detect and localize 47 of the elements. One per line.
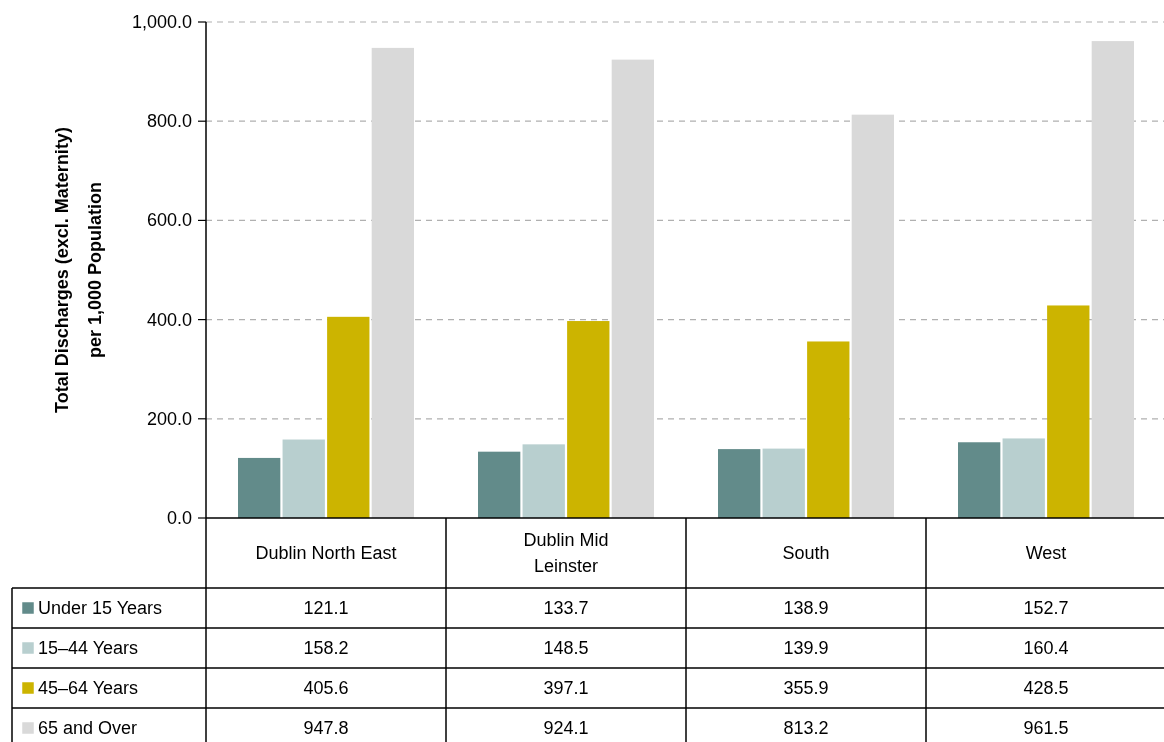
y-tick-label: 1,000.0: [131, 12, 192, 32]
legend-label: 15–44 Years: [38, 638, 139, 658]
data-label: 139.9: [783, 638, 829, 658]
bar: [282, 439, 325, 518]
data-label: 947.8: [303, 718, 349, 738]
x-tick-label: Dublin Mid Leinster: [523, 530, 609, 576]
y-axis-title: Total Discharges (excl. Maternity) per 1,000 Population: [52, 127, 105, 413]
data-label: 961.5: [1023, 718, 1069, 738]
bar: [1047, 305, 1090, 518]
data-label: 148.5: [543, 638, 589, 658]
data-label: 355.9: [783, 678, 829, 698]
data-label: 397.1: [543, 678, 589, 698]
data-label: 121.1: [303, 598, 349, 618]
x-tick-label: West: [1025, 543, 1067, 563]
bar: [478, 451, 521, 518]
x-tick-label: Dublin North East: [255, 543, 397, 563]
data-label: 133.7: [543, 598, 589, 618]
y-tick-label: 600.0: [146, 210, 192, 231]
data-label: 158.2: [303, 638, 349, 658]
bar: [762, 448, 805, 518]
data-label: 428.5: [1023, 678, 1069, 698]
data-label: 813.2: [783, 718, 829, 738]
data-label: 138.9: [783, 598, 829, 618]
y-tick-label: 0.0: [166, 508, 192, 528]
data-label: 924.1: [543, 718, 589, 738]
data-label: 152.7: [1023, 598, 1069, 618]
data-label: 160.4: [1023, 638, 1069, 658]
bar: [1002, 438, 1045, 518]
bar: [611, 59, 654, 518]
x-tick-label: South: [782, 543, 830, 563]
bar: [238, 457, 281, 518]
legend-label: Under 15 Years: [38, 598, 163, 618]
bar: [371, 47, 414, 518]
bar: [1091, 41, 1134, 518]
y-tick-label: 800.0: [146, 111, 192, 132]
bar: [718, 449, 761, 518]
bar: [327, 316, 370, 518]
y-tick-label: 400.0: [146, 309, 192, 330]
bar: [958, 442, 1001, 518]
bar: [567, 321, 610, 518]
y-tick-label: 200.0: [146, 408, 192, 429]
legend-label: 45–64 Years: [38, 678, 139, 698]
bar: [851, 114, 894, 518]
legend-label: 65 and Over: [38, 718, 138, 738]
bar: [807, 341, 850, 518]
bar: [522, 444, 565, 518]
data-label: 405.6: [303, 678, 349, 698]
